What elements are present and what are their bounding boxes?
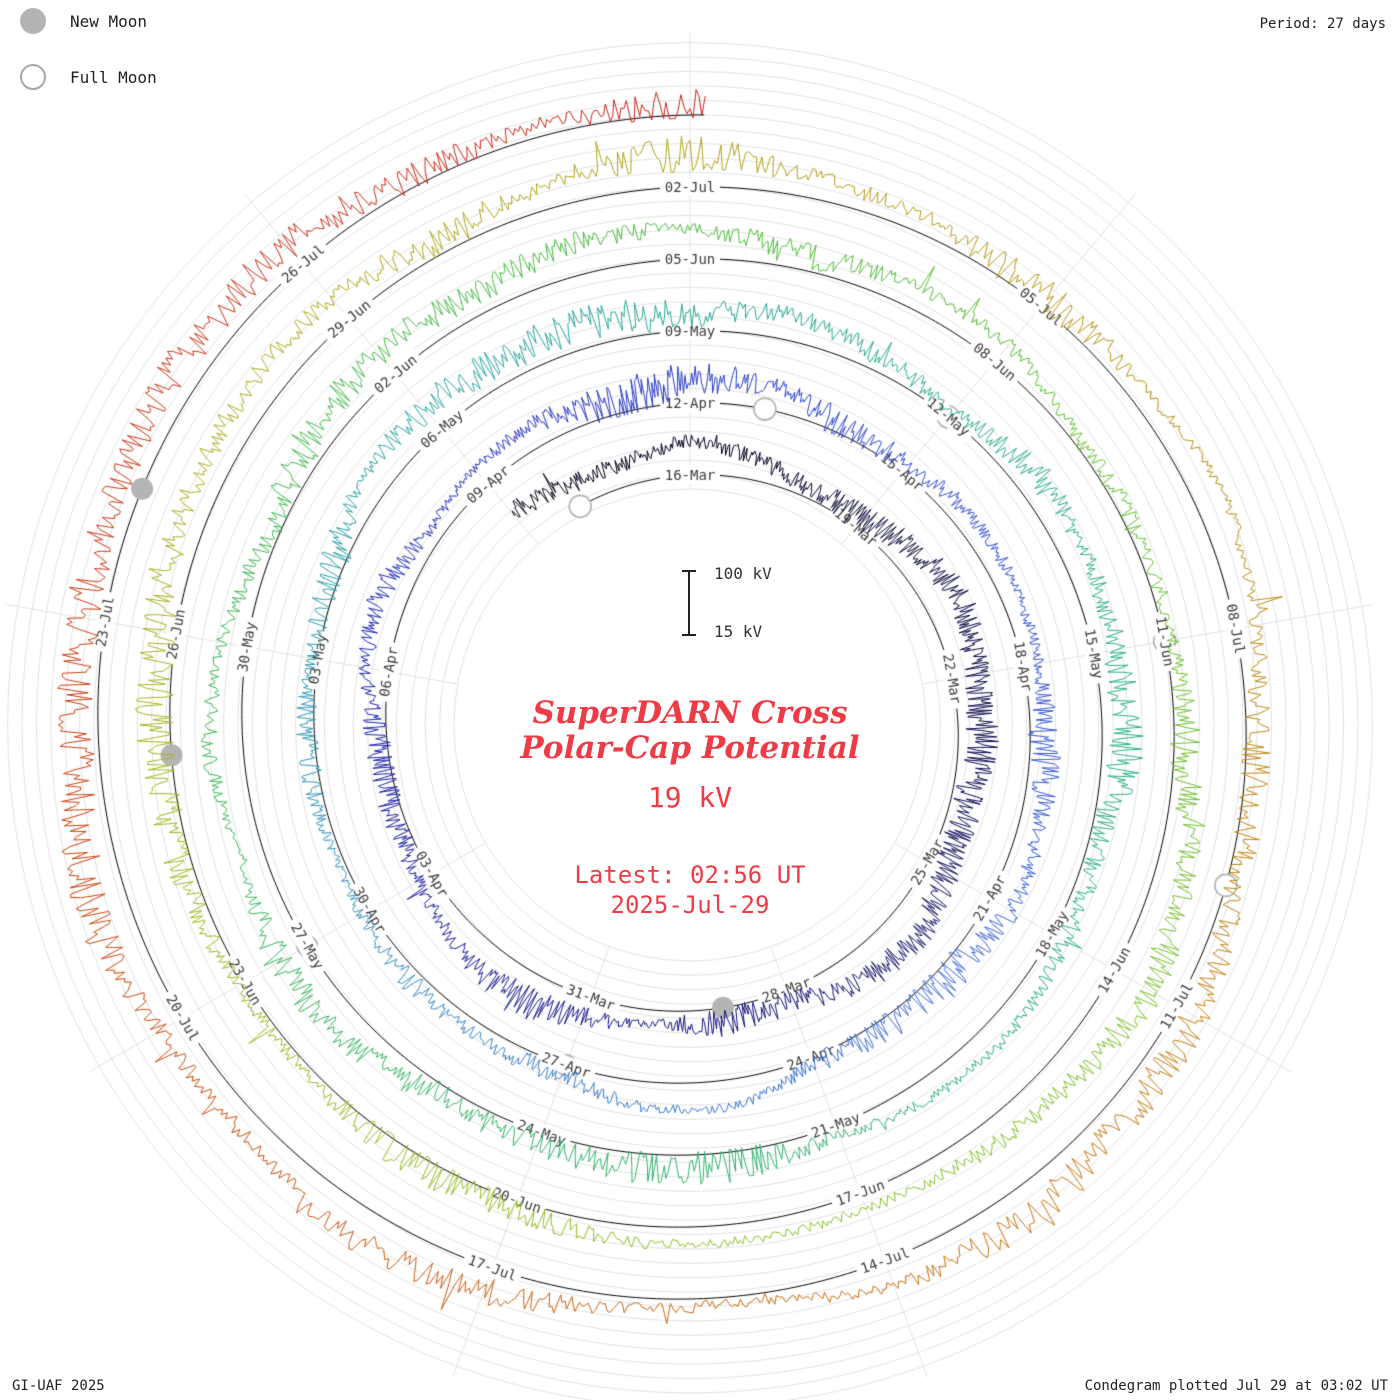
scale-bottom-label: 15 kV — [714, 622, 763, 641]
period-label: Period: 27 days — [1259, 16, 1386, 32]
latest-date: 2025-Jul-29 — [610, 891, 770, 920]
scale-bar-stem — [688, 572, 690, 634]
chart-title-line2: Polar-Cap Potential — [520, 729, 860, 766]
chart-title-line1: SuperDARN Cross — [532, 695, 848, 731]
full-moon-label: Full Moon — [70, 67, 157, 87]
new-moon-icon — [20, 8, 46, 34]
new-moon-label: New Moon — [70, 11, 148, 31]
latest-block: Latest: 02:56 UT 2025-Jul-29 — [340, 860, 1040, 920]
legend-new-moon: New Moon — [20, 8, 147, 34]
scale-bar-top-cap — [682, 570, 696, 572]
latest-time: Latest: 02:56 UT — [574, 861, 806, 890]
plotted-timestamp-label: Condegram plotted Jul 29 at 03:02 UT — [1084, 1378, 1388, 1394]
legend-full-moon: Full Moon — [20, 64, 157, 90]
credit-label: GI-UAF 2025 — [12, 1378, 105, 1394]
chart-title: SuperDARN Cross Polar-Cap Potential — [340, 696, 1040, 765]
kv-scale-bar — [682, 570, 696, 636]
center-text-block: SuperDARN Cross Polar-Cap Potential 19 k… — [340, 696, 1040, 920]
full-moon-icon — [20, 64, 46, 90]
scale-top-label: 100 kV — [714, 564, 772, 583]
current-value: 19 kV — [647, 781, 733, 815]
scale-bar-bottom-cap — [682, 634, 696, 636]
